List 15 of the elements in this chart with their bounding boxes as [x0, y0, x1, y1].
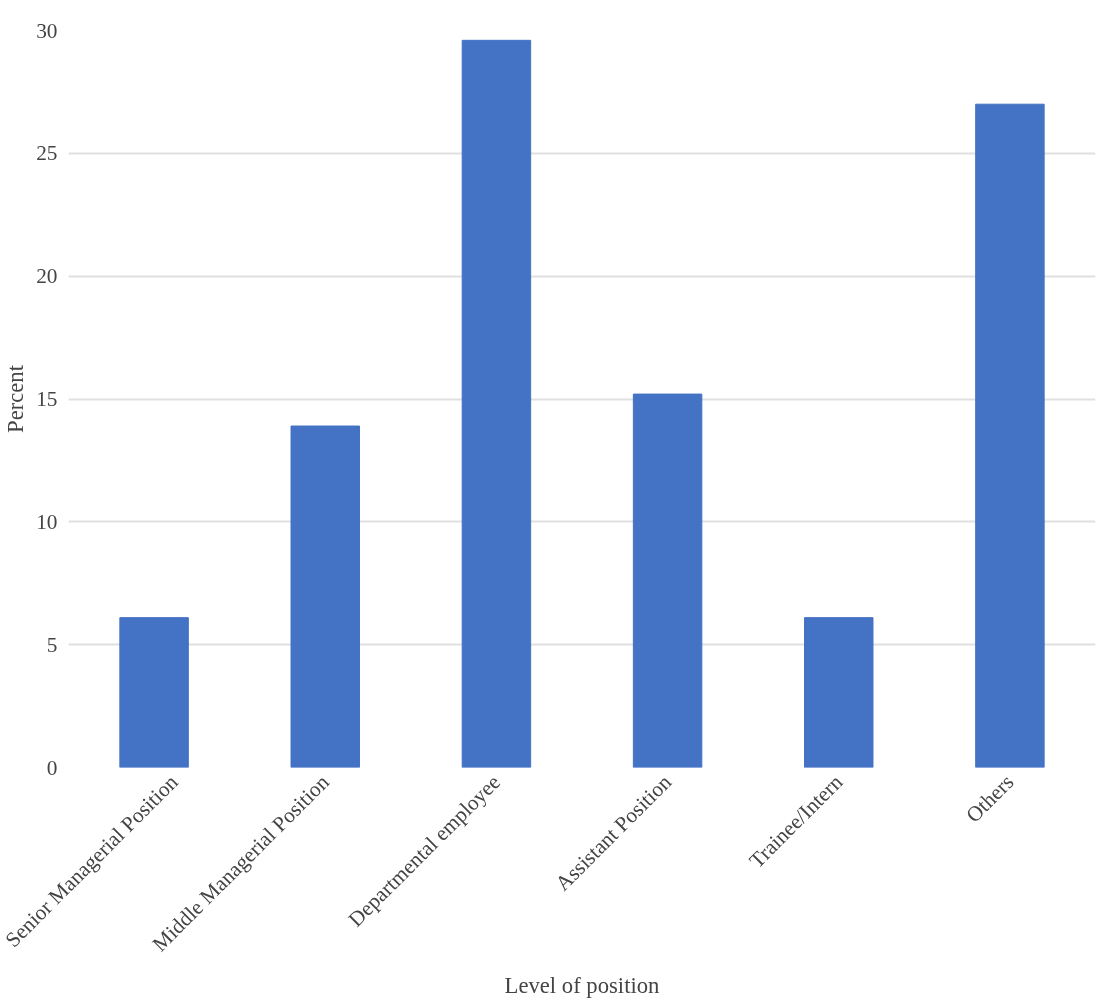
- bar: [461, 39, 532, 768]
- bar: [975, 103, 1045, 768]
- x-axis-title: Level of position: [504, 972, 660, 998]
- y-tick-label: 30: [36, 18, 58, 43]
- y-tick-label: 5: [46, 632, 58, 657]
- bar: [119, 617, 189, 768]
- y-tick-label: 0: [46, 755, 58, 780]
- bar: [632, 393, 703, 768]
- y-tick-label: 10: [36, 509, 58, 534]
- bar: [290, 425, 360, 768]
- y-tick-label: 15: [36, 387, 58, 411]
- bar: [804, 617, 874, 768]
- y-tick-label: 25: [36, 141, 58, 166]
- y-axis-title: Percent: [3, 364, 29, 433]
- y-tick-label: 20: [36, 264, 58, 289]
